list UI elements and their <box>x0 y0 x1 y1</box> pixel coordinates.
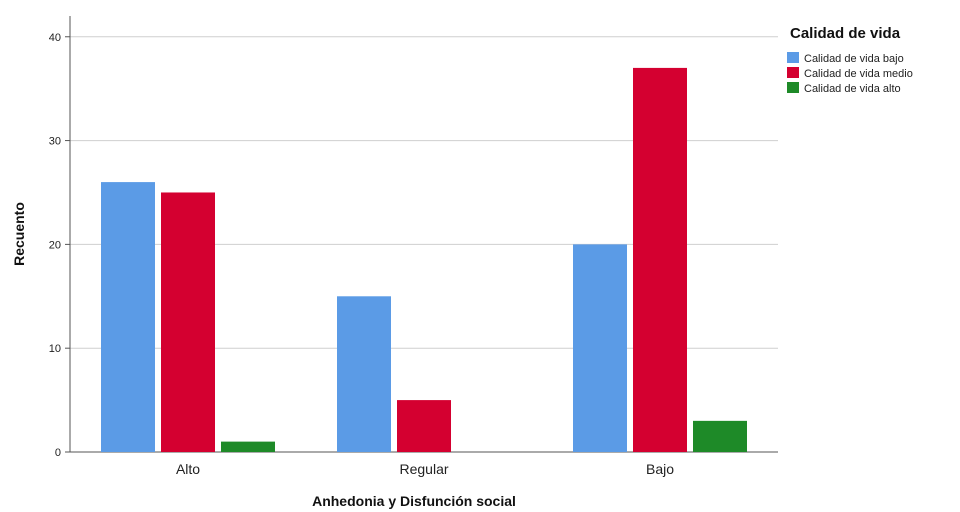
legend-label: Calidad de vida medio <box>804 68 913 80</box>
x-tick-labels: Alto Regular Bajo <box>176 461 674 477</box>
legend-label: Calidad de vida alto <box>804 83 901 95</box>
bar-alto-series-2 <box>161 192 215 452</box>
x-axis-title: Anhedonia y Disfunción social <box>312 493 516 509</box>
bar-alto-series-1 <box>101 182 155 452</box>
x-tick-label: Regular <box>399 461 448 477</box>
legend-label: Calidad de vida bajo <box>804 53 904 65</box>
legend-swatch <box>787 82 799 93</box>
y-tick-label: 0 <box>55 447 61 459</box>
y-axis-title: Recuento <box>11 202 27 266</box>
legend-title: Calidad de vida <box>790 25 901 42</box>
legend-swatch <box>787 67 799 78</box>
bar-bajo-series-2 <box>633 67 687 453</box>
y-tick-labels: 0 10 20 30 40 <box>49 32 70 459</box>
y-tick-label: 10 <box>49 343 61 355</box>
bar-regular-series-1 <box>337 296 391 452</box>
bars <box>101 67 747 453</box>
x-tick-label: Alto <box>176 461 200 477</box>
y-tick-label: 20 <box>49 239 61 251</box>
bar-alto-series-3 <box>221 441 275 452</box>
bar-bajo-series-3 <box>693 420 747 452</box>
x-tick-label: Bajo <box>646 461 674 477</box>
y-tick-label: 40 <box>49 32 61 44</box>
bar-regular-series-2 <box>397 400 451 452</box>
legend: Calidad de vida Calidad de vida bajo Cali… <box>787 25 913 95</box>
bar-bajo-series-1 <box>573 244 627 452</box>
y-tick-label: 30 <box>49 136 61 148</box>
legend-swatch <box>787 52 799 63</box>
